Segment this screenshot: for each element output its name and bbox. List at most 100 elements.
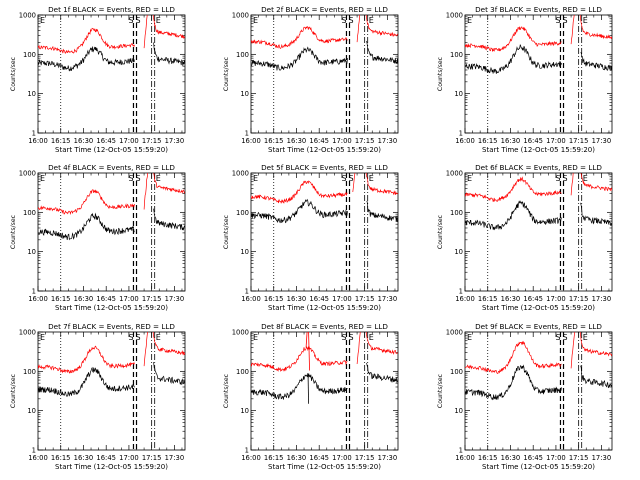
x-tick-label: 17:00 <box>546 137 566 145</box>
marker-label-end: E <box>583 174 588 183</box>
marker-label-saa: S <box>349 333 354 342</box>
y-axis-label: Counts/sec <box>437 373 444 408</box>
x-tick-label: 17:00 <box>119 295 139 303</box>
events-series-line <box>38 362 185 397</box>
x-tick-label: 16:15 <box>51 454 71 462</box>
lld-series-line <box>38 15 185 54</box>
y-tick-label: 1 <box>245 288 249 296</box>
x-tick-label: 17:15 <box>569 295 589 303</box>
x-tick-label: 16:15 <box>51 137 71 145</box>
y-tick-label: 100 <box>450 51 463 59</box>
x-axis-label: Start Time (12-Oct-05 15:59:20) <box>268 304 381 312</box>
panel-title: Det 4f BLACK = Events, RED = LLD <box>48 163 175 172</box>
y-tick-label: 1000 <box>446 170 463 178</box>
marker-label-start: E <box>467 333 472 342</box>
x-tick-label: 16:15 <box>478 295 498 303</box>
x-tick-label: 16:00 <box>455 295 475 303</box>
panel-title: Det 1f BLACK = Events, RED = LLD <box>48 5 175 14</box>
marker-label-saa: S <box>555 174 560 183</box>
marker-label-saa: S <box>341 16 346 25</box>
y-tick-label: 1 <box>459 288 463 296</box>
panel-det-1: Det 1f BLACK = Events, RED = LLD 1 10 100 10… <box>10 5 186 154</box>
lld-series-line <box>251 173 398 204</box>
y-tick-label: 100 <box>23 51 36 59</box>
panel-det-3: Det 3f BLACK = Events, RED = LLD 1 10 100 10… <box>437 5 613 154</box>
panel-title: Det 7f BLACK = Events, RED = LLD <box>48 322 175 331</box>
panel-title: Det 6f BLACK = Events, RED = LLD <box>475 163 602 172</box>
y-tick-label: 1 <box>32 130 36 138</box>
x-tick-label: 16:45 <box>96 137 116 145</box>
lld-series-line <box>465 332 612 374</box>
y-tick-label: 10 <box>240 248 249 256</box>
x-tick-label: 16:15 <box>264 295 284 303</box>
y-axis-label: Counts/sec <box>437 214 444 249</box>
marker-label-start: E <box>253 16 258 25</box>
plot-frame <box>250 172 399 292</box>
panel-det-5: Det 5f BLACK = Events, RED = LLD 1 10 100 10… <box>223 163 399 312</box>
events-series-line <box>465 364 612 401</box>
events-series-line <box>251 40 398 71</box>
marker-label-end: E <box>369 174 374 183</box>
lld-series-line <box>465 173 612 202</box>
panel-det-2: Det 2f BLACK = Events, RED = LLD 1 10 100 10… <box>223 5 399 154</box>
y-tick-label: 10 <box>27 90 36 98</box>
events-dropout-line <box>307 375 309 404</box>
y-tick-label: 1 <box>32 288 36 296</box>
marker-label-start: E <box>467 174 472 183</box>
marker-label-start: E <box>40 174 45 183</box>
marker-label-saa: S <box>136 174 141 183</box>
x-tick-label: 16:30 <box>287 137 307 145</box>
panel-det-8: Det 8f BLACK = Events, RED = LLD 1 10 100 10… <box>223 322 399 471</box>
marker-label-end: E <box>369 16 374 25</box>
x-tick-label: 16:30 <box>74 295 94 303</box>
x-tick-label: 17:30 <box>378 295 398 303</box>
x-tick-label: 17:15 <box>569 137 589 145</box>
y-tick-label: 10 <box>454 90 463 98</box>
x-tick-label: 17:30 <box>165 295 185 303</box>
marker-label-end: E <box>156 333 161 342</box>
plot-frame <box>250 331 399 451</box>
panel-title: Det 8f BLACK = Events, RED = LLD <box>261 322 388 331</box>
x-axis-label: Start Time (12-Oct-05 15:59:20) <box>268 463 381 471</box>
panel-title: Det 3f BLACK = Events, RED = LLD <box>475 5 602 14</box>
x-tick-label: 16:00 <box>28 295 48 303</box>
plot-frame <box>37 14 186 134</box>
x-tick-label: 16:45 <box>523 137 543 145</box>
x-axis-label: Start Time (12-Oct-05 15:59:20) <box>55 304 168 312</box>
x-tick-label: 17:30 <box>592 137 612 145</box>
x-tick-label: 17:00 <box>332 295 352 303</box>
lld-series-line <box>251 15 398 49</box>
x-tick-label: 17:15 <box>355 137 375 145</box>
panel-det-4: Det 4f BLACK = Events, RED = LLD 1 10 100 10… <box>10 163 186 312</box>
marker-label-saa: S <box>563 333 568 342</box>
y-tick-label: 1000 <box>19 170 36 178</box>
y-tick-label: 1000 <box>19 329 36 337</box>
y-tick-label: 100 <box>236 51 249 59</box>
x-tick-label: 17:00 <box>119 137 139 145</box>
y-tick-label: 1000 <box>232 329 249 337</box>
plot-frame <box>464 172 613 292</box>
x-tick-label: 16:15 <box>478 454 498 462</box>
x-tick-label: 16:15 <box>264 454 284 462</box>
marker-label-end: E <box>156 16 161 25</box>
x-tick-label: 16:45 <box>523 454 543 462</box>
panel-det-6: Det 6f BLACK = Events, RED = LLD 1 10 100 10… <box>437 163 613 312</box>
events-series-line <box>251 362 398 400</box>
x-tick-label: 16:30 <box>501 295 521 303</box>
x-tick-label: 16:30 <box>287 295 307 303</box>
x-tick-label: 16:00 <box>241 454 261 462</box>
marker-label-saa: S <box>136 333 141 342</box>
y-axis-label: Counts/sec <box>223 214 230 249</box>
x-tick-label: 17:15 <box>355 295 375 303</box>
x-tick-label: 16:00 <box>455 137 475 145</box>
marker-label-end: E <box>369 333 374 342</box>
y-tick-label: 100 <box>236 368 249 376</box>
x-tick-label: 16:45 <box>96 454 116 462</box>
x-tick-label: 16:00 <box>28 137 48 145</box>
panel-title: Det 2f BLACK = Events, RED = LLD <box>261 5 388 14</box>
y-tick-label: 100 <box>236 209 249 217</box>
y-tick-label: 1000 <box>19 12 36 20</box>
x-tick-label: 16:30 <box>74 137 94 145</box>
x-tick-label: 17:15 <box>142 295 162 303</box>
lld-spike-line <box>305 331 308 348</box>
